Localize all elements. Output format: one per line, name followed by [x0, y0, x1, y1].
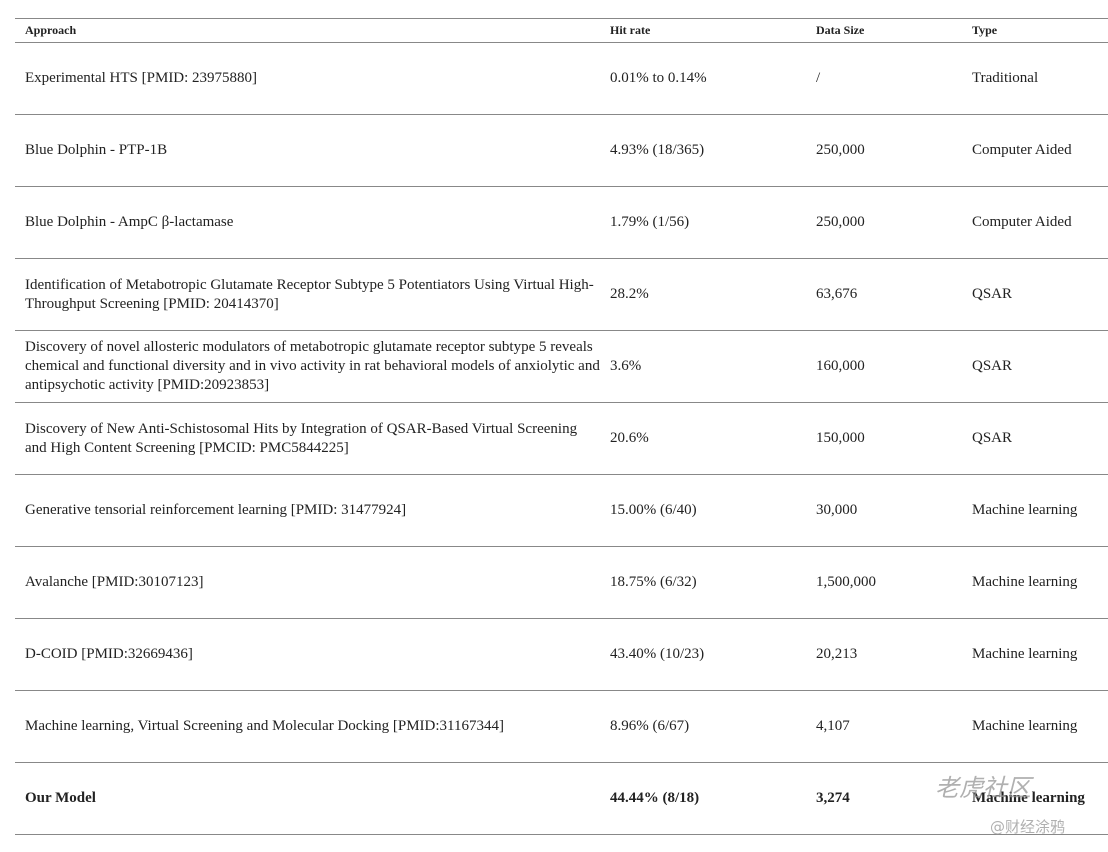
table-cell: Machine learning: [962, 690, 1108, 763]
table-cell: 150,000: [806, 402, 962, 475]
table-cell: Machine learning: [962, 762, 1108, 835]
table-cell: Generative tensorial reinforcement learn…: [15, 474, 600, 547]
table-row: Blue Dolphin - AmpC β-lactamase 1.79% (1/…: [15, 186, 1108, 259]
table-cell: 3.6%: [600, 330, 806, 403]
table-cell: 4,107: [806, 690, 962, 763]
header-row: Approach Hit rate Data Size Type: [15, 18, 1108, 43]
table-cell: 160,000: [806, 330, 962, 403]
table-row: Avalanche [PMID:30107123] 18.75% (6/32) 1,…: [15, 546, 1108, 619]
table-cell: 15.00% (6/40): [600, 474, 806, 547]
table-cell: QSAR: [962, 330, 1108, 403]
header-cell: Data Size: [806, 18, 962, 43]
table-row: Generative tensorial reinforcement learn…: [15, 474, 1108, 547]
table-cell: 44.44% (8/18): [600, 762, 806, 835]
watermark-logo: 老虎社区: [935, 774, 1031, 802]
table-row: Blue Dolphin - PTP-1B 4.93% (18/365) 250,0…: [15, 114, 1108, 187]
table-cell: 250,000: [806, 186, 962, 259]
table-cell: QSAR: [962, 402, 1108, 475]
table-cell: 63,676: [806, 258, 962, 331]
table-row: Machine learning, Virtual Screening and …: [15, 690, 1108, 763]
table-row: D-COID [PMID:32669436] 43.40% (10/23) 20,2…: [15, 618, 1108, 691]
header-cell: Hit rate: [600, 18, 806, 43]
table-cell: 1,500,000: [806, 546, 962, 619]
table-cell: Avalanche [PMID:30107123]: [15, 546, 600, 619]
table-cell: Machine learning: [962, 546, 1108, 619]
table-cell: 250,000: [806, 114, 962, 187]
table-cell: Traditional: [962, 42, 1108, 115]
table-cell: QSAR: [962, 258, 1108, 331]
table-cell: /: [806, 42, 962, 115]
comparison-table: Approach Hit rate Data Size Type Experiment…: [15, 18, 1108, 835]
table-cell: Our Model: [15, 762, 600, 835]
table-row: Our Model 44.44% (8/18) 3,274 Machine learn…: [15, 762, 1108, 835]
table-cell: Blue Dolphin - PTP-1B: [15, 114, 600, 187]
header-cell: Type: [962, 18, 1108, 43]
table-cell: 8.96% (6/67): [600, 690, 806, 763]
table-cell: 28.2%: [600, 258, 806, 331]
table-cell: 20,213: [806, 618, 962, 691]
table-cell: Discovery of New Anti-Schistosomal Hits …: [15, 402, 600, 475]
table-cell: 3,274: [806, 762, 962, 835]
header-cell: Approach: [15, 18, 600, 43]
table-row: Experimental HTS [PMID: 23975880] 0.01% t…: [15, 42, 1108, 115]
table-cell: 43.40% (10/23): [600, 618, 806, 691]
table-cell: Machine learning, Virtual Screening and …: [15, 690, 600, 763]
table-cell: 18.75% (6/32): [600, 546, 806, 619]
table-cell: Discovery of novel allosteric modulators…: [15, 330, 600, 403]
watermark-handle: @财经涂鸦: [990, 818, 1066, 836]
table-cell: Machine learning: [962, 474, 1108, 547]
table-cell: Identification of Metabotropic Glutamate…: [15, 258, 600, 331]
table-body: Experimental HTS [PMID: 23975880] 0.01% t…: [15, 42, 1108, 835]
table-cell: 4.93% (18/365): [600, 114, 806, 187]
table-cell: 20.6%: [600, 402, 806, 475]
table-row: Discovery of novel allosteric modulators…: [15, 330, 1108, 403]
table-row: Identification of Metabotropic Glutamate…: [15, 258, 1108, 331]
table-cell: Computer Aided: [962, 186, 1108, 259]
table-cell: Experimental HTS [PMID: 23975880]: [15, 42, 600, 115]
table-cell: Blue Dolphin - AmpC β-lactamase: [15, 186, 600, 259]
table-cell: Machine learning: [962, 618, 1108, 691]
table-cell: 0.01% to 0.14%: [600, 42, 806, 115]
table-cell: 30,000: [806, 474, 962, 547]
table-cell: D-COID [PMID:32669436]: [15, 618, 600, 691]
table-cell: 1.79% (1/56): [600, 186, 806, 259]
table-header: Approach Hit rate Data Size Type: [15, 18, 1108, 43]
table-cell: Computer Aided: [962, 114, 1108, 187]
table-row: Discovery of New Anti-Schistosomal Hits …: [15, 402, 1108, 475]
